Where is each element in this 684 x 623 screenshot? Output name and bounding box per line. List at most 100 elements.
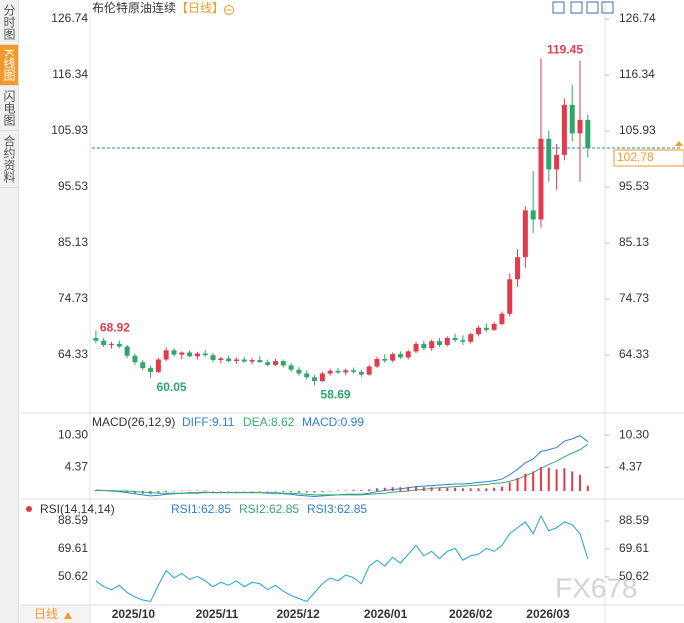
y-tick-label: 69.61 [619,541,649,555]
candle-body [468,334,474,342]
macd-bar [422,487,425,492]
macd-bar [454,487,457,492]
macd-bar [321,491,324,493]
macd-bar [141,491,144,494]
macd-bar [157,491,160,494]
tool-button[interactable] [570,1,583,14]
macd-bar [446,487,449,492]
macd-bar [219,491,222,492]
macd-bar [532,471,535,492]
candle-body [499,313,505,324]
x-tick-label: 2026/01 [364,607,408,621]
candle-body [202,353,208,356]
macd-bar [368,489,371,492]
x-tick-label: 2026/02 [449,607,493,621]
period-arrow[interactable] [64,612,72,619]
macd-bar [547,467,550,492]
settings-icon[interactable] [26,506,32,512]
macd-bar [477,488,480,492]
candle-body [163,350,169,360]
candle-body [546,138,552,170]
tab[interactable]: 闪电图 [0,86,18,132]
x-tick-label: 2025/10 [112,607,156,621]
tool-button[interactable] [552,1,565,14]
y-tick-label: 4.37 [65,459,89,473]
candle-body [109,343,115,345]
candle-body [233,359,239,362]
macd-bar [430,487,433,492]
candle-body [538,138,544,220]
macd-bar [376,488,378,492]
macd-bar [227,491,230,492]
sidebar: 分时图 K线图 闪电图 合约资料 [0,0,19,623]
candle-body [171,350,177,355]
macd-bar [290,491,293,493]
candle-body [569,104,575,134]
macd-bar [110,491,113,492]
macd-bar [172,491,175,492]
x-tick-label: 2025/11 [196,607,239,621]
tab[interactable]: K线图 [0,45,18,87]
zoom-icon[interactable] [224,5,234,15]
candle-body [452,337,458,341]
y-tick-label: 95.53 [58,179,88,193]
macd-bar [297,491,300,493]
y-tick-label: 105.93 [619,123,656,137]
y-tick-label: 10.30 [619,427,649,441]
candle-body [483,327,489,330]
candle-body [179,352,185,355]
toolbar[interactable] [552,1,614,14]
period[interactable]: 日线 [34,607,58,621]
candle-body [257,360,263,363]
macd-bar [165,491,168,493]
y-tick-label: 50.62 [619,569,649,583]
macd-bar [313,491,316,493]
candle-body [530,210,536,220]
tab[interactable]: 合约资料 [0,131,18,189]
candle-body [421,343,427,349]
candle-body [280,361,286,366]
candle-body [413,343,419,352]
last-price-label: 102.78 [617,150,654,164]
macd-bar [204,490,207,492]
tool-button[interactable] [586,1,599,14]
macd-bar [336,490,339,492]
chart-subtitle[interactable]: 【日线】 [176,1,224,15]
tool-button[interactable] [601,1,614,14]
macd-bar [305,491,308,493]
macd-bar [399,487,402,492]
x-tick-label: 2025/12 [276,607,320,621]
candle-body [460,340,466,342]
macd-bar [102,490,105,492]
candle-body [429,341,435,349]
candle-body [577,119,583,134]
candle-body [522,210,528,258]
candle-body [476,327,482,335]
price-annotation: 60.05 [157,380,187,394]
candle-body [319,373,325,382]
candle-body [397,354,403,358]
macd-bar [329,491,332,492]
macd-bar [508,482,511,492]
candle-body [140,362,146,369]
macd-bar [126,491,129,493]
price-annotation: 58.69 [321,388,351,402]
macd-bar [461,488,464,492]
panel-title: RSI(14,14,14) [40,502,115,516]
candle-body [132,355,138,363]
macd-bar [243,491,246,492]
candle-body [218,358,224,361]
candle-body [312,377,318,382]
macd-bar [391,487,394,492]
candle-body [561,104,567,155]
legend-entry: DIFF:9.11 [182,415,235,429]
tab[interactable]: 分时图 [0,0,18,45]
panel-title: MACD(26,12,9) [92,415,175,429]
y-tick-label: 64.33 [58,347,88,361]
period-box[interactable] [20,605,90,623]
macd-line [95,435,589,497]
last-price-arrow [675,141,683,147]
macd-bar [407,486,410,492]
candle-body [405,351,411,358]
